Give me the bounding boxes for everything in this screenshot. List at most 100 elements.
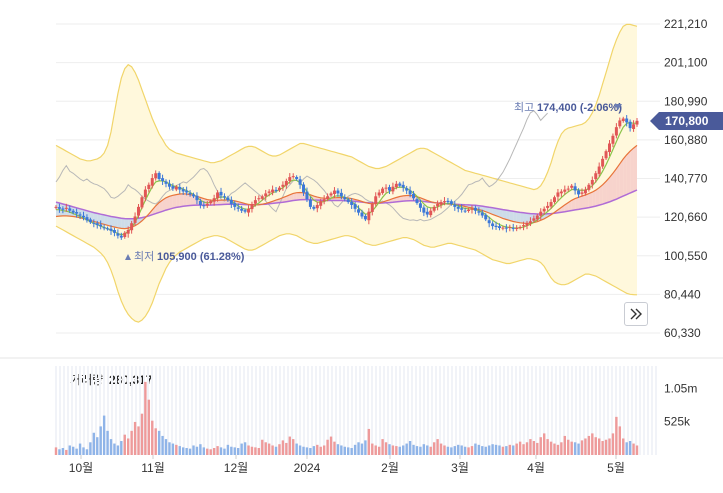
candle-body bbox=[635, 120, 639, 125]
candle-body bbox=[587, 184, 591, 190]
volume-bar bbox=[226, 444, 230, 455]
candle-body bbox=[302, 184, 306, 193]
volume-bar bbox=[522, 444, 525, 455]
y-tick-label: 80,440 bbox=[664, 287, 701, 301]
volume-bar bbox=[601, 441, 604, 455]
candle-body bbox=[119, 235, 123, 238]
candle-body bbox=[202, 205, 206, 207]
candle-body bbox=[494, 225, 498, 228]
candle-body bbox=[174, 186, 178, 190]
candle-body bbox=[446, 200, 450, 203]
volume-bar bbox=[457, 444, 460, 455]
volume-bar bbox=[209, 449, 212, 455]
cloud-segment bbox=[90, 211, 94, 222]
candle-body bbox=[357, 209, 361, 213]
candle-body bbox=[250, 203, 254, 210]
candle-body bbox=[429, 210, 433, 216]
candle-body bbox=[240, 208, 244, 211]
candle-body bbox=[470, 208, 474, 210]
candle-body bbox=[195, 195, 199, 201]
x-tick-label: 2월 bbox=[381, 461, 399, 475]
candle-body bbox=[140, 197, 144, 208]
volume-bar bbox=[278, 444, 281, 455]
volume-bar bbox=[553, 443, 556, 455]
candle-body bbox=[594, 173, 598, 180]
candle-body bbox=[456, 206, 460, 209]
volume-bar bbox=[212, 448, 216, 455]
y-tick-label: 140,770 bbox=[664, 172, 708, 186]
candle-body bbox=[209, 201, 213, 204]
cloud-segment bbox=[592, 190, 596, 207]
candle-body bbox=[154, 173, 158, 179]
x-tick-label: 11월 bbox=[141, 461, 165, 475]
volume-bar bbox=[78, 443, 82, 455]
candle-body bbox=[442, 201, 446, 203]
volume-bar bbox=[175, 444, 178, 455]
current-price-value: 170,800 bbox=[665, 114, 709, 128]
volume-bar bbox=[377, 446, 381, 455]
volume-bar bbox=[481, 446, 484, 455]
cloud-segment bbox=[509, 210, 514, 222]
volume-bar bbox=[412, 444, 415, 455]
volume-bar bbox=[96, 437, 99, 455]
volume-bar bbox=[336, 444, 340, 455]
cloud-segment bbox=[121, 218, 125, 229]
candle-body bbox=[61, 208, 65, 210]
volume-bar bbox=[484, 446, 487, 455]
price-axis: 221,210 201,100 180,990 160,880 140,770 120,6… bbox=[664, 17, 708, 340]
x-tick-label: 5월 bbox=[607, 461, 625, 475]
candle-body bbox=[597, 166, 601, 174]
candle-body bbox=[312, 206, 316, 209]
volume-bar bbox=[157, 430, 161, 455]
volume-bar bbox=[185, 448, 188, 455]
candle-body bbox=[188, 193, 192, 195]
y-tick-label: 160,880 bbox=[664, 133, 708, 147]
volume-bar bbox=[192, 445, 195, 455]
candle-body bbox=[88, 219, 92, 223]
candle-body bbox=[315, 204, 319, 209]
price-tag-shape bbox=[650, 112, 723, 130]
volume-bar bbox=[432, 442, 436, 455]
volume-bar bbox=[154, 428, 157, 455]
volume-bar bbox=[305, 447, 309, 455]
cloud-segment bbox=[183, 193, 187, 207]
volume-bar bbox=[75, 448, 78, 455]
x-tick-label: 12월 bbox=[224, 461, 248, 475]
volume-bar bbox=[367, 428, 371, 455]
volume-bar bbox=[436, 439, 439, 455]
candle-body bbox=[106, 228, 110, 230]
candle-body bbox=[82, 215, 86, 218]
volume-bar bbox=[508, 444, 511, 455]
candle-body bbox=[78, 214, 82, 216]
volume-bar bbox=[206, 448, 209, 455]
candle-body bbox=[618, 120, 622, 127]
y-tick-label: 221,210 bbox=[664, 17, 708, 31]
cloud-segment bbox=[606, 177, 610, 204]
candle-body bbox=[143, 189, 147, 198]
cloud-segment bbox=[526, 213, 531, 224]
cloud-segment bbox=[217, 200, 222, 205]
volume-bar bbox=[240, 443, 243, 455]
volume-bar bbox=[237, 448, 240, 455]
candle-body bbox=[126, 229, 130, 234]
candle-body bbox=[319, 201, 323, 206]
cloud-segment bbox=[506, 210, 510, 221]
bollinger-band bbox=[55, 23, 638, 323]
volume-bar bbox=[388, 444, 391, 455]
candle-body bbox=[236, 207, 240, 209]
expand-chart-button[interactable] bbox=[624, 302, 648, 326]
volume-bar bbox=[632, 443, 635, 455]
cloud-segment bbox=[117, 217, 122, 229]
volume-bar bbox=[608, 438, 611, 455]
volume-bar bbox=[68, 445, 71, 455]
cloud-segment bbox=[111, 216, 115, 228]
candle-body bbox=[484, 214, 488, 220]
candle-body bbox=[95, 223, 99, 226]
candle-body bbox=[370, 203, 374, 212]
low-marker-icon bbox=[125, 254, 131, 260]
candle-body bbox=[253, 200, 257, 204]
candle-body bbox=[449, 201, 453, 204]
candle-body bbox=[535, 215, 539, 220]
cloud-segment bbox=[107, 215, 112, 227]
bollinger-lower-line bbox=[55, 225, 638, 323]
